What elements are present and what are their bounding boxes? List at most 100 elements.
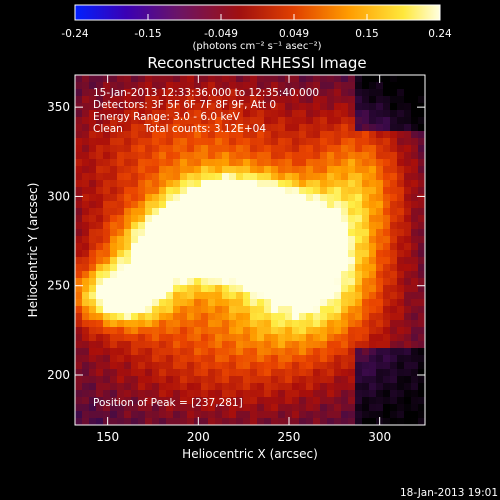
heatmap-cell [208,180,216,188]
heatmap-cell [313,194,321,202]
heatmap-cell [355,397,363,405]
heatmap-cell [229,362,237,370]
heatmap-cell [376,124,384,132]
heatmap-cell [145,418,153,426]
heatmap-cell [89,110,97,118]
heatmap-cell [124,390,132,398]
heatmap-cell [327,306,335,314]
heatmap-cell [236,75,244,83]
heatmap-cell [271,369,279,377]
heatmap-cell [411,145,419,153]
heatmap-cell [376,250,384,258]
heatmap-cell [152,208,160,216]
heatmap-cell [418,334,426,342]
heatmap-cell [306,348,314,356]
heatmap-cell [250,411,258,419]
heatmap-cell [362,264,370,272]
heatmap-cell [194,313,202,321]
heatmap-cell [159,138,167,146]
heatmap-cell [201,117,209,125]
heatmap-cell [131,264,139,272]
heatmap-cell [341,383,349,391]
heatmap-cell [285,327,293,335]
heatmap-cell [187,362,195,370]
heatmap-cell [334,313,342,321]
heatmap-cell [180,376,188,384]
heatmap-cell [180,327,188,335]
heatmap-cell [334,257,342,265]
heatmap-cell [187,243,195,251]
heatmap-cell [103,397,111,405]
heatmap-cell [320,75,328,83]
heatmap-cell [194,355,202,363]
heatmap-cell [320,292,328,300]
heatmap-cell [313,390,321,398]
heatmap-cell [257,215,265,223]
heatmap-cell [257,229,265,237]
heatmap-cell [236,285,244,293]
heatmap-cell [75,369,83,377]
heatmap-cell [145,236,153,244]
heatmap-cell [243,194,251,202]
heatmap-cell [397,348,405,356]
heatmap-cell [194,411,202,419]
heatmap-cell [306,215,314,223]
heatmap-cell [418,306,426,314]
heatmap-cell [285,138,293,146]
heatmap-cell [166,355,174,363]
heatmap-cell [369,313,377,321]
heatmap-cell [362,376,370,384]
heatmap-cell [145,117,153,125]
heatmap-cell [397,243,405,251]
heatmap-cell [376,180,384,188]
heatmap-cell [257,404,265,412]
heatmap-cell [152,166,160,174]
heatmap-cell [180,236,188,244]
heatmap-cell [194,208,202,216]
heatmap-cell [187,236,195,244]
heatmap-cell [173,334,181,342]
heatmap-cell [124,313,132,321]
heatmap-cell [208,299,216,307]
heatmap-cell [131,383,139,391]
heatmap-cell [236,327,244,335]
heatmap-cell [320,103,328,111]
heatmap-cell [152,187,160,195]
heatmap-cell [362,96,370,104]
heatmap-cell [285,229,293,237]
heatmap-cell [369,194,377,202]
heatmap-cell [243,166,251,174]
heatmap-cell [292,166,300,174]
heatmap-cell [152,194,160,202]
heatmap-cell [271,383,279,391]
heatmap-cell [152,110,160,118]
heatmap-cell [236,243,244,251]
heatmap-cell [418,89,426,97]
heatmap-cell [96,411,104,419]
heatmap-cell [404,201,412,209]
heatmap-cell [243,222,251,230]
heatmap-cell [369,159,377,167]
heatmap-cell [390,264,398,272]
heatmap-cell [173,187,181,195]
heatmap-cell [313,222,321,230]
heatmap-cell [187,103,195,111]
heatmap-cell [131,166,139,174]
heatmap-cell [306,145,314,153]
heatmap-cell [264,82,272,90]
heatmap-cell [313,103,321,111]
heatmap-cell [320,299,328,307]
heatmap-cell [194,159,202,167]
heatmap-cell [173,313,181,321]
heatmap-cell [222,173,230,181]
heatmap-cell [299,355,307,363]
heatmap-cell [397,201,405,209]
heatmap-cell [208,103,216,111]
heatmap-cell [96,285,104,293]
heatmap-cell [187,187,195,195]
heatmap-cell [131,131,139,139]
heatmap-cell [215,257,223,265]
heatmap-cell [159,180,167,188]
heatmap-cell [89,117,97,125]
